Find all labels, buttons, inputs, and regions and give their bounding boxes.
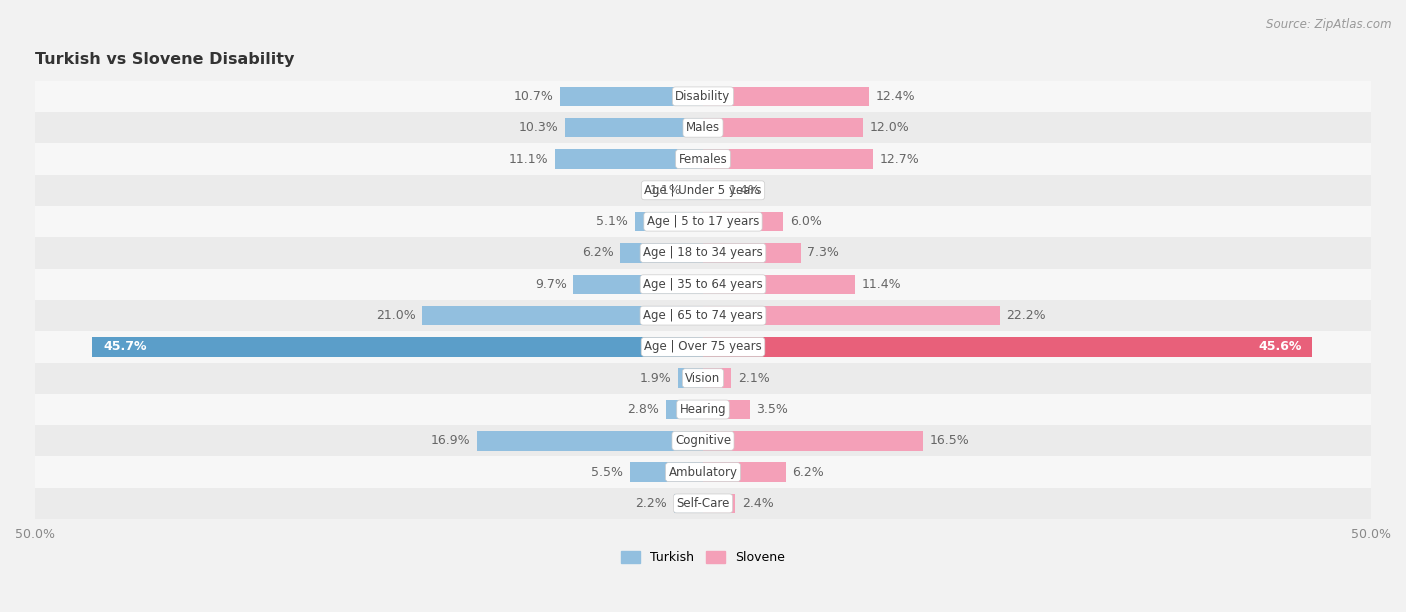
Bar	[689, 181, 703, 200]
Text: 16.5%: 16.5%	[931, 435, 970, 447]
Bar	[678, 368, 703, 388]
Text: 2.8%: 2.8%	[627, 403, 659, 416]
Bar	[35, 394, 1371, 425]
Text: Self-Care: Self-Care	[676, 497, 730, 510]
Bar	[703, 181, 721, 200]
Text: 45.7%: 45.7%	[103, 340, 146, 353]
Text: 12.7%: 12.7%	[879, 152, 920, 165]
Text: 2.1%: 2.1%	[738, 371, 769, 385]
Text: Age | 5 to 17 years: Age | 5 to 17 years	[647, 215, 759, 228]
Bar	[636, 212, 703, 231]
Bar	[703, 118, 863, 138]
Text: 7.3%: 7.3%	[807, 247, 839, 259]
Text: 1.9%: 1.9%	[640, 371, 671, 385]
Text: 5.1%: 5.1%	[596, 215, 628, 228]
Text: 11.1%: 11.1%	[509, 152, 548, 165]
Bar	[620, 243, 703, 263]
Bar	[35, 488, 1371, 519]
Text: Source: ZipAtlas.com: Source: ZipAtlas.com	[1267, 18, 1392, 31]
Text: 6.2%: 6.2%	[793, 466, 824, 479]
Text: 5.5%: 5.5%	[591, 466, 623, 479]
Bar	[574, 275, 703, 294]
Bar	[703, 431, 924, 450]
Text: 9.7%: 9.7%	[534, 278, 567, 291]
Bar	[665, 400, 703, 419]
Bar	[35, 112, 1371, 143]
Bar	[673, 494, 703, 513]
Bar	[35, 300, 1371, 331]
Text: 6.2%: 6.2%	[582, 247, 613, 259]
Bar	[703, 243, 800, 263]
Text: Age | Over 75 years: Age | Over 75 years	[644, 340, 762, 353]
Text: Age | Under 5 years: Age | Under 5 years	[644, 184, 762, 197]
Text: Females: Females	[679, 152, 727, 165]
Bar	[35, 425, 1371, 457]
Text: 3.5%: 3.5%	[756, 403, 789, 416]
Text: 12.4%: 12.4%	[876, 90, 915, 103]
Bar	[555, 149, 703, 169]
Text: Age | 35 to 64 years: Age | 35 to 64 years	[643, 278, 763, 291]
Text: 21.0%: 21.0%	[375, 309, 416, 322]
Bar	[35, 269, 1371, 300]
Bar	[703, 400, 749, 419]
Bar	[35, 143, 1371, 174]
Bar	[703, 87, 869, 106]
Text: Disability: Disability	[675, 90, 731, 103]
Text: 2.2%: 2.2%	[636, 497, 666, 510]
Text: 11.4%: 11.4%	[862, 278, 901, 291]
Bar	[35, 457, 1371, 488]
Bar	[35, 206, 1371, 237]
Bar	[703, 212, 783, 231]
Text: Age | 65 to 74 years: Age | 65 to 74 years	[643, 309, 763, 322]
Bar	[35, 174, 1371, 206]
Bar	[93, 337, 703, 357]
Bar	[703, 368, 731, 388]
Bar	[35, 362, 1371, 394]
Bar	[703, 463, 786, 482]
Bar	[35, 237, 1371, 269]
Text: 2.4%: 2.4%	[742, 497, 773, 510]
Legend: Turkish, Slovene: Turkish, Slovene	[616, 547, 790, 569]
Text: 12.0%: 12.0%	[870, 121, 910, 134]
Bar	[35, 81, 1371, 112]
Text: Age | 18 to 34 years: Age | 18 to 34 years	[643, 247, 763, 259]
Text: 10.3%: 10.3%	[519, 121, 558, 134]
Bar	[703, 337, 1312, 357]
Text: Vision: Vision	[685, 371, 721, 385]
Text: Cognitive: Cognitive	[675, 435, 731, 447]
Bar	[565, 118, 703, 138]
Bar	[560, 87, 703, 106]
Text: 1.4%: 1.4%	[728, 184, 761, 197]
Bar	[35, 331, 1371, 362]
Text: 45.6%: 45.6%	[1258, 340, 1302, 353]
Bar	[422, 306, 703, 325]
Text: Turkish vs Slovene Disability: Turkish vs Slovene Disability	[35, 52, 294, 67]
Bar	[703, 149, 873, 169]
Text: 22.2%: 22.2%	[1007, 309, 1046, 322]
Bar	[703, 494, 735, 513]
Text: Hearing: Hearing	[679, 403, 727, 416]
Bar	[630, 463, 703, 482]
Text: Males: Males	[686, 121, 720, 134]
Text: Ambulatory: Ambulatory	[668, 466, 738, 479]
Bar	[703, 275, 855, 294]
Text: 10.7%: 10.7%	[513, 90, 554, 103]
Bar	[477, 431, 703, 450]
Bar	[703, 306, 1000, 325]
Text: 16.9%: 16.9%	[430, 435, 471, 447]
Text: 1.1%: 1.1%	[650, 184, 682, 197]
Text: 6.0%: 6.0%	[790, 215, 821, 228]
